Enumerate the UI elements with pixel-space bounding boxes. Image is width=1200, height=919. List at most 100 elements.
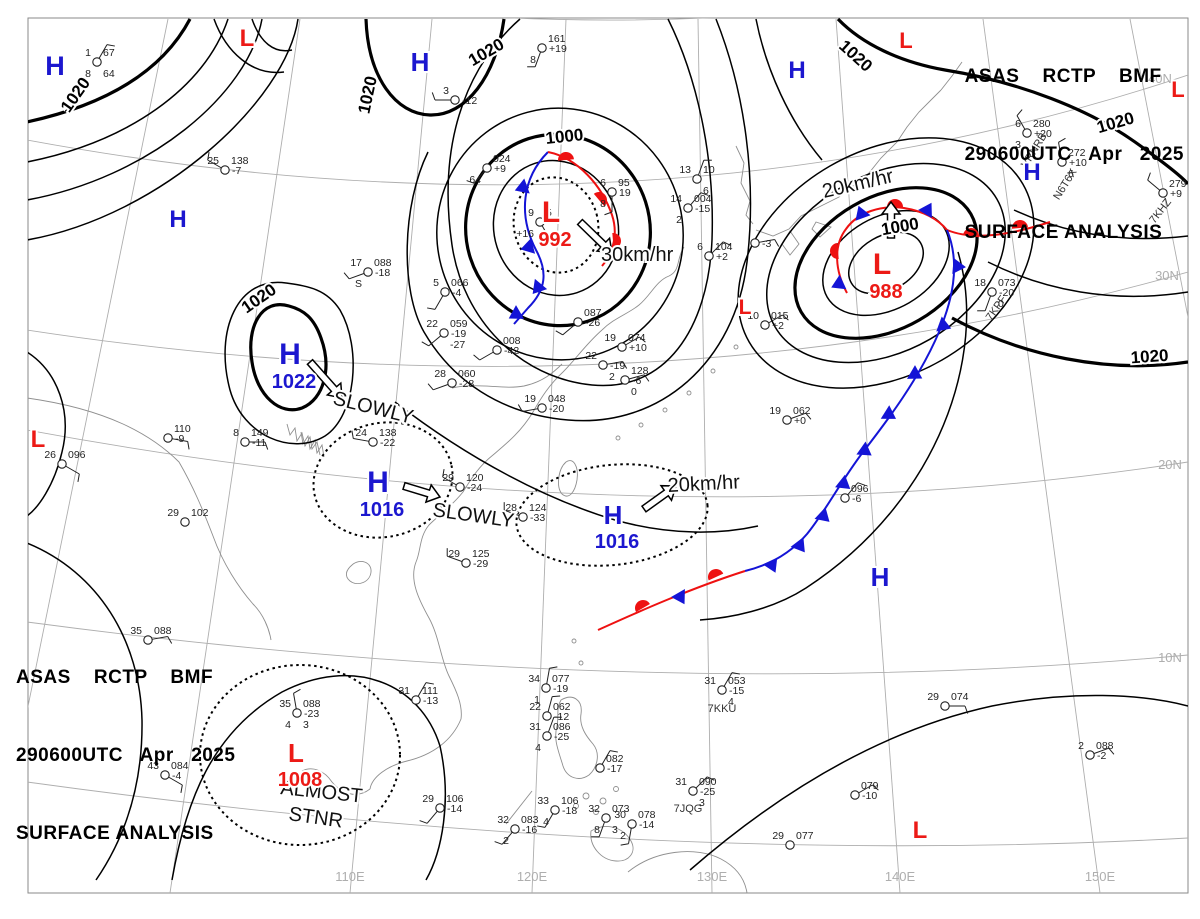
station-circle-icon [492,345,502,355]
wind-barb-tick-icon [431,92,436,101]
station-value: 088 [1096,740,1114,752]
station-circle-icon [782,415,792,425]
station-plot: 6 280+20 3 [1015,109,1052,151]
wind-barb-tick-icon [343,272,350,280]
wind-barb-tick-icon [517,404,523,412]
latitude-label: 30N [1155,268,1179,283]
wind-barb-icon [293,693,297,710]
station-circle-icon [435,803,445,813]
wind-barb-icon [598,821,606,837]
wind-barb-icon [1058,142,1062,159]
longitude-label: 150E [1085,869,1116,884]
station-value: 4 [728,696,734,708]
station-value: +10 [629,342,647,354]
wind-barb-icon [473,170,485,184]
cold-front-triangle-icon [856,441,872,456]
station-value: 43 [147,760,159,772]
station-plot: 079-10 [850,780,879,802]
station-value: -12 [462,95,477,107]
station-circle-icon [607,187,617,197]
wind-barb-icon [601,750,611,765]
station-plot: 161+19 8 [527,33,567,68]
wind-barb-tick-icon [425,682,434,685]
warm-front-semicircle-icon [635,600,650,612]
station-plot: 43 084-4 [147,760,189,793]
station-value: 088 [154,625,172,637]
station-value: 059 [450,318,468,330]
wind-barb-tick-icon [293,688,301,694]
high-pressure-center: H [167,204,188,235]
station-plot: 9 5 +16 [516,207,552,246]
station-value: 088 [303,698,321,710]
station-value: 053 [728,675,746,687]
station-value: -42 [504,345,519,357]
wind-barb-tick-icon [549,666,558,669]
station-value: 2 [503,835,509,847]
latitude-label: 40N [1148,71,1172,86]
movement-label: 20km/hr [667,471,741,497]
station-value: 6 [1068,168,1074,180]
station-value: 2 [609,371,615,383]
station-value: -23 [304,708,319,720]
station-circle-icon [627,819,637,829]
station-value: 082 [606,753,624,765]
wind-barb-icon [171,438,188,442]
cold-front-triangle-icon [835,474,851,490]
cold-front [508,151,549,325]
wind-barb-tick-icon [964,705,969,714]
wind-barb-icon [479,351,494,361]
wind-barb-icon [984,295,992,311]
station-value: 6 [1015,118,1021,130]
station-value: 64 [103,68,115,80]
station-value: 124 [529,502,547,514]
station-value: 1 [534,694,540,706]
station-value: 2 [1078,740,1084,752]
station-value: 096 [68,449,86,461]
wind-barb-tick-icon [473,354,481,361]
station-value: 125 [472,548,490,560]
station-value: 008 [503,335,521,347]
station-plot: 31 090-253 [675,776,716,809]
station-value: 004 [694,193,712,205]
station-circle-icon [550,805,560,815]
pressure-center-symbol: L [31,426,46,453]
station-value: 272 [1068,147,1086,159]
station-value: 111 [422,685,438,697]
warm-front-semicircle-icon [558,152,574,161]
station-value: -10 [862,790,877,802]
station-value: 128 [631,365,649,377]
wind-barb-tick-icon [167,636,173,644]
station-plot: 19 074+10 [604,332,647,354]
station-value: 31 [704,675,716,687]
station-circle-icon [240,437,250,447]
station-value: 24 [355,427,367,439]
wind-barb-icon [1147,179,1161,191]
wind-barb-tick-icon [351,430,354,439]
station-value: -26 [585,317,600,329]
pressure-center-value: 988 [869,281,902,303]
station-plot: 6 104+2 [697,241,733,263]
station-circle-icon [704,251,714,261]
station-value: 078 [638,809,656,821]
wind-barb-tick-icon [421,341,429,347]
station-circle-icon [541,683,551,693]
station-circle-icon [601,813,611,823]
station-value: -33 [530,512,545,524]
cold-front-triangle-icon [936,316,952,332]
high-pressure-center: H [409,45,432,79]
station-plot: 22 -192 [585,350,628,383]
wind-barb-tick-icon [781,314,789,321]
station-value: 31 [529,721,541,733]
chart-frame [27,17,1189,894]
station-plot: 26 096 [44,449,86,482]
wind-barb-icon [447,555,463,563]
pressure-center-value: 1008 [278,769,323,791]
low-pressure-center: L [911,815,930,846]
station-value: +16 [516,228,534,240]
wind-barb-icon [98,44,108,59]
station-value: 19 [524,393,536,405]
station-value: -15 [695,203,710,215]
